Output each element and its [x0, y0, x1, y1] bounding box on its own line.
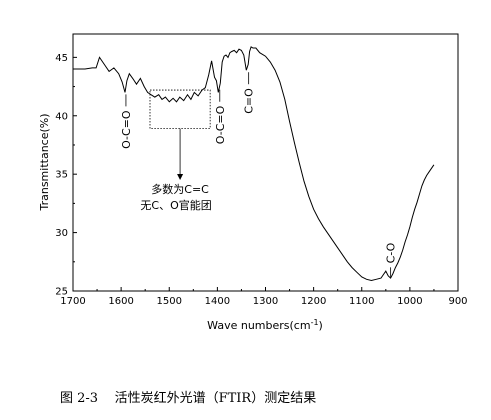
x-tick-label: 1100: [349, 296, 374, 307]
x-tick-label: 1200: [301, 296, 326, 307]
x-tick-label: 1500: [157, 296, 182, 307]
region-box: [149, 89, 211, 130]
x-axis-title-sup: -1: [311, 318, 319, 327]
y-tick-label: 35: [55, 170, 68, 181]
plot-frame: [72, 33, 459, 292]
x-tick-label: 1600: [108, 296, 133, 307]
region-label-line2: 无C、O官能团: [140, 198, 211, 212]
region-label-line1: 多数为C=C: [151, 182, 209, 196]
peak-label: O-C=O: [120, 110, 133, 149]
x-axis-ticks: 1700 1600 1500 1400 1300 1200 1100 1000 900: [60, 287, 468, 307]
spectrum-line: [73, 46, 435, 282]
y-tick-label: 25: [55, 287, 68, 298]
peak-annotations: O-C=O O-C=O C=O C-O: [120, 72, 398, 278]
peak-label: C-O: [385, 242, 398, 263]
x-tick-label: 900: [448, 296, 467, 307]
y-tick-label: 30: [55, 228, 68, 239]
y-tick-label: 40: [55, 111, 68, 122]
region-arrowhead: [177, 174, 184, 181]
x-axis-title: Wave numbers(cm-1): [207, 318, 323, 332]
peak-label: O-C=O: [214, 105, 227, 144]
peak-label: C=O: [243, 88, 256, 114]
x-tick-label: 1400: [205, 296, 230, 307]
y-tick-label: 45: [55, 53, 68, 64]
x-tick-label: 1300: [253, 296, 278, 307]
x-tick-label: 1700: [60, 296, 85, 307]
x-tick-label: 1000: [397, 296, 422, 307]
x-axis-title-main: Wave numbers(cm: [207, 319, 310, 332]
y-axis-title: Transmittance(%): [38, 113, 51, 211]
figure-caption: 图 2-3 活性炭红外光谱（FTIR）测定结果: [60, 390, 316, 406]
y-axis-ticks: 25 30 35 40 45: [55, 53, 77, 298]
x-axis-title-end: ): [319, 319, 323, 332]
